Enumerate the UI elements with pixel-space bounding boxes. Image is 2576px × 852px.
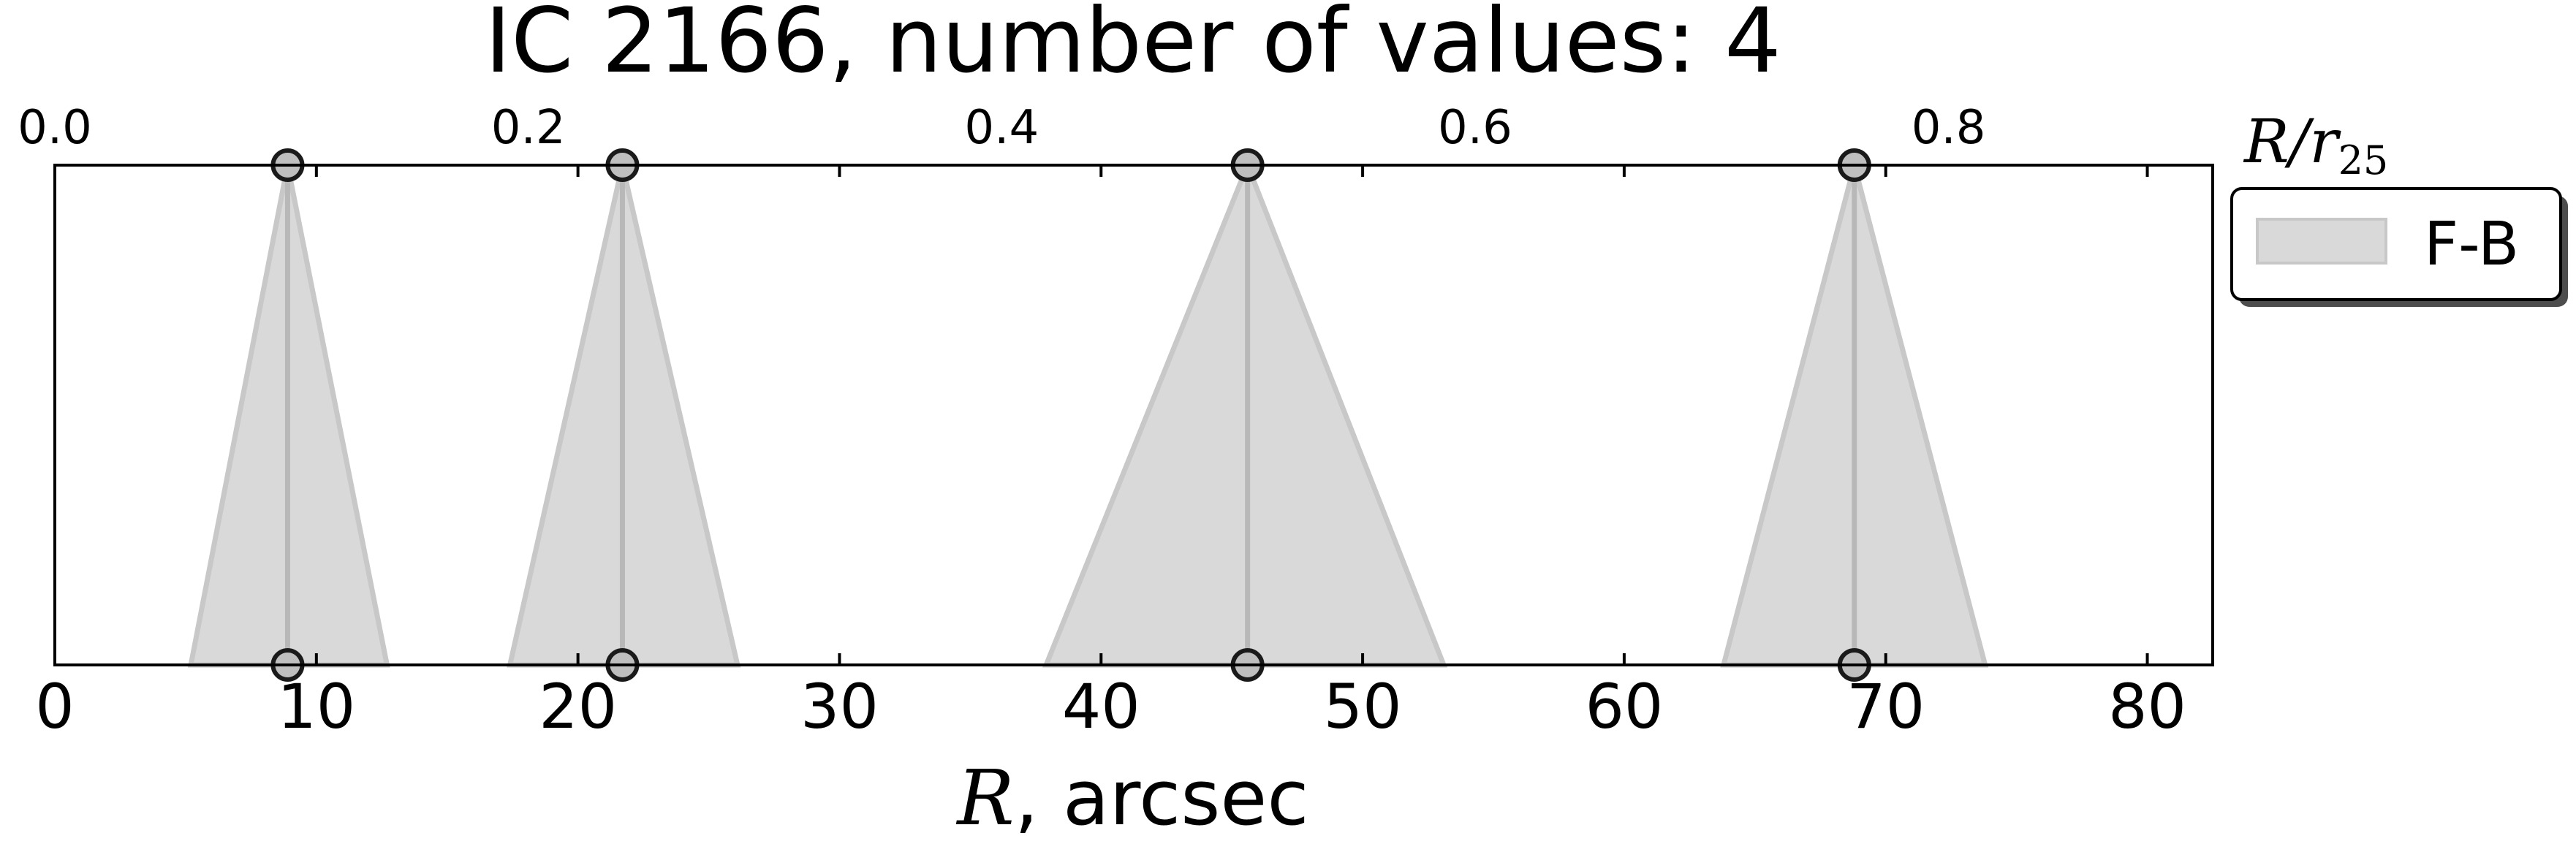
series-triangle <box>1042 158 1448 668</box>
x-axis-label-var: R <box>955 753 1014 843</box>
x-tick-label: 0 <box>35 671 74 742</box>
legend: F-B <box>2230 187 2568 307</box>
axis-layer: 0 10 20 30 40 50 60 70 80 0.0 0.2 0.4 0.6 0.8 <box>18 101 2186 742</box>
top-axis-label-var: R/r <box>2243 107 2341 177</box>
x-tick-label: 20 <box>539 671 617 742</box>
top-x-tick-label: 0.0 <box>18 101 92 155</box>
top-x-tick-label: 0.4 <box>964 101 1039 155</box>
x-axis-label: R, arcsec <box>955 753 1308 843</box>
x-tick-label: 80 <box>2108 671 2186 742</box>
x-tick-label: 40 <box>1062 671 1140 742</box>
chart-title: IC 2166, number of values: 4 <box>485 0 1781 93</box>
legend-box <box>2230 187 2562 301</box>
legend-swatch <box>2256 218 2387 265</box>
plot-frame <box>53 164 2214 666</box>
marks-layer <box>187 148 1989 682</box>
x-axis-label-unit: , arcsec <box>1015 753 1309 843</box>
legend-label: F-B <box>2424 210 2519 279</box>
x-tick-label: 50 <box>1324 671 1402 742</box>
top-axis-label-sub: 25 <box>2338 137 2389 183</box>
x-tick-label: 10 <box>277 671 355 742</box>
x-tick-label: 30 <box>800 671 879 742</box>
x-tick-label: 70 <box>1846 671 1925 742</box>
top-x-tick-label: 0.2 <box>491 101 566 155</box>
top-x-tick-label: 0.8 <box>1912 101 1986 155</box>
top-axis-label: R/r25 <box>2243 107 2388 183</box>
x-tick-label: 60 <box>1585 671 1663 742</box>
top-x-tick-label: 0.6 <box>1438 101 1512 155</box>
